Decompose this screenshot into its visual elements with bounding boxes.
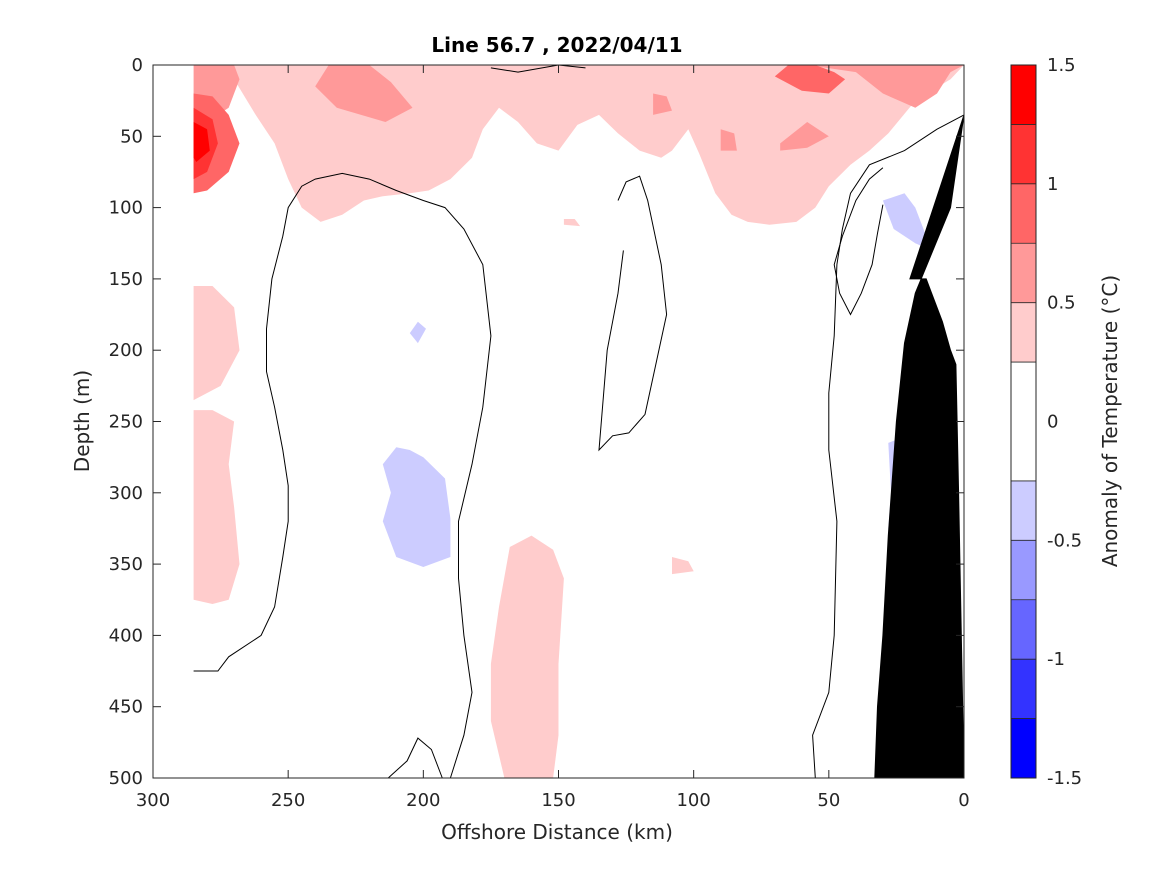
y-tick-label: 200 xyxy=(109,340,143,361)
y-tick-label: 450 xyxy=(109,697,143,718)
colorbar-swatch xyxy=(1011,659,1036,719)
zero-contour-line xyxy=(812,114,965,779)
y-tick-label: 250 xyxy=(109,412,143,433)
colorbar-swatch xyxy=(1011,65,1036,125)
positive-anomaly-region xyxy=(769,65,964,108)
plot-area xyxy=(153,64,965,779)
colorbar-tick-label: 0.5 xyxy=(1047,293,1076,314)
colorbar-swatch xyxy=(1011,718,1036,778)
colorbar-swatch xyxy=(1011,362,1036,481)
zero-contour-line xyxy=(598,175,668,452)
colorbar-swatch xyxy=(1011,599,1036,660)
axes: 300 250 200 150 100 50 00501001502002503003504… xyxy=(109,55,970,811)
positive-anomaly-region xyxy=(780,122,829,151)
zero-contour-line xyxy=(833,167,884,316)
colorbar-swatch xyxy=(1011,124,1036,184)
x-tick-label: 100 xyxy=(676,790,710,811)
zero-contour-line xyxy=(387,737,443,779)
negative-anomaly-region xyxy=(882,193,932,251)
y-tick-label: 150 xyxy=(109,269,143,290)
x-tick-label: 50 xyxy=(817,790,840,811)
colorbar-tick-label: -0.5 xyxy=(1047,530,1082,551)
positive-anomaly-region xyxy=(653,93,672,115)
y-tick-label: 50 xyxy=(120,126,143,147)
y-tick-label: 300 xyxy=(109,483,143,504)
colorbar-tick-label: -1.5 xyxy=(1047,768,1082,789)
colorbar-tick-label: -1 xyxy=(1047,649,1065,670)
y-tick-label: 100 xyxy=(109,198,143,219)
negative-anomaly-region xyxy=(409,321,426,344)
negative-anomaly-region xyxy=(382,447,451,567)
positive-anomaly-region xyxy=(193,410,240,604)
colorbar-swatch xyxy=(1011,302,1036,363)
x-tick-label: 150 xyxy=(541,790,575,811)
colorbar-tick-label: 1 xyxy=(1047,174,1058,195)
chart-title: Line 56.7 , 2022/04/11 xyxy=(431,33,682,57)
colorbar-frame xyxy=(1010,64,1037,779)
colorbar-swatch xyxy=(1011,183,1036,244)
x-tick-label: 250 xyxy=(271,790,305,811)
land-mask xyxy=(874,114,965,779)
colorbar-label: Anomaly of Temperature (°C) xyxy=(1098,275,1122,567)
y-axis-label: Depth (m) xyxy=(70,370,94,472)
positive-anomaly-region xyxy=(490,535,564,778)
y-tick-label: 350 xyxy=(109,554,143,575)
positive-anomaly-region xyxy=(672,557,694,575)
zero-contour-line xyxy=(490,64,586,73)
positive-anomaly-region xyxy=(563,219,581,227)
positive-anomaly-region xyxy=(193,286,240,401)
positive-anomaly-region xyxy=(315,65,413,122)
colorbar-swatch xyxy=(1011,243,1036,303)
x-axis-label: Offshore Distance (km) xyxy=(441,820,673,844)
x-tick-label: 0 xyxy=(958,790,969,811)
zero-contour-line xyxy=(193,172,492,779)
colorbar-tick-label: 0 xyxy=(1047,412,1058,433)
y-tick-label: 500 xyxy=(109,768,143,789)
colorbar: 1.5 1 0.5 0 -0.5 -1 -1.5 xyxy=(1010,55,1082,789)
y-tick-label: 0 xyxy=(132,55,143,76)
y-tick-label: 400 xyxy=(109,625,143,646)
positive-anomaly-region xyxy=(193,122,210,162)
x-tick-label: 300 xyxy=(136,790,170,811)
colorbar-tick-label: 1.5 xyxy=(1047,55,1076,76)
positive-anomaly-region xyxy=(774,65,846,94)
colorbar-swatch xyxy=(1011,480,1036,541)
positive-anomaly-region xyxy=(720,129,737,151)
x-tick-label: 200 xyxy=(406,790,440,811)
colorbar-swatch xyxy=(1011,540,1036,600)
